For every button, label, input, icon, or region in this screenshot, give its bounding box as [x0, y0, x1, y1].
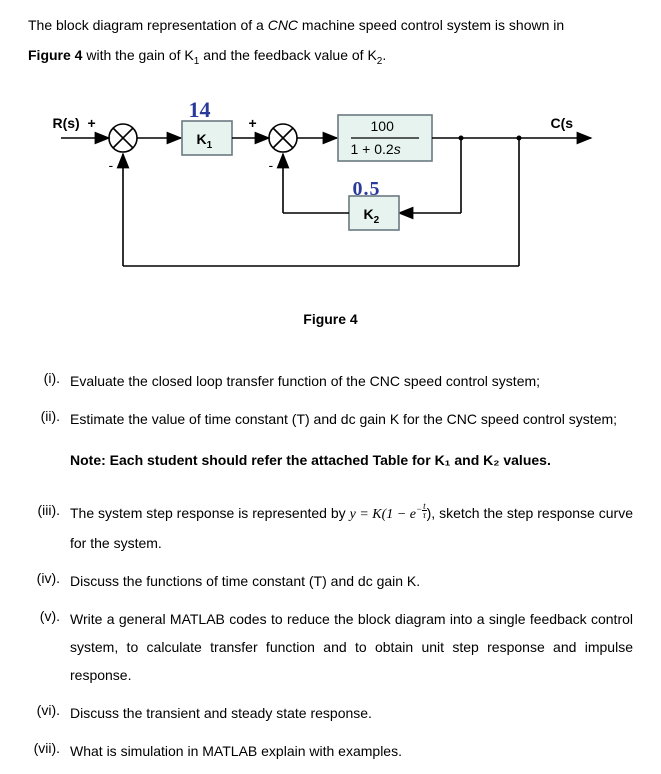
qtext: Discuss the transient and steady state r…	[70, 699, 633, 727]
qnum: (iv).	[28, 567, 70, 595]
output-label: C(s	[551, 112, 574, 134]
question-vi: (vi). Discuss the transient and steady s…	[28, 699, 633, 727]
qnum: (vi).	[28, 699, 70, 727]
outer-minus: -	[109, 154, 114, 176]
qtext: What is simulation in MATLAB explain wit…	[70, 737, 633, 765]
k2-handwritten: 0.5	[353, 173, 381, 205]
intro-end: .	[382, 47, 386, 63]
k1-handwritten: 14	[189, 92, 211, 127]
qtext: Evaluate the closed loop transfer functi…	[70, 367, 633, 395]
qnum: (ii).	[28, 405, 70, 433]
qtext: The system step response is represented …	[70, 499, 633, 557]
inner-plus: +	[249, 112, 257, 134]
qtext: Estimate the value of time constant (T) …	[70, 405, 633, 433]
question-ii: (ii). Estimate the value of time constan…	[28, 405, 633, 433]
question-vii: (vii). What is simulation in MATLAB expl…	[28, 737, 633, 765]
qnum: (i).	[28, 367, 70, 395]
plant-denominator: 1 + 0.2s	[351, 138, 401, 160]
intro-post: machine speed control system is shown in	[298, 17, 564, 33]
k2-box-label: K2	[364, 203, 380, 229]
question-iv: (iv). Discuss the functions of time cons…	[28, 567, 633, 595]
qnum: (vii).	[28, 737, 70, 765]
intro-line2: Figure 4 with the gain of K1 and the fee…	[28, 44, 633, 70]
intro-cnc: CNC	[268, 17, 298, 33]
note: Note: Each student should refer the atta…	[70, 449, 633, 471]
qnum: (v).	[28, 605, 70, 689]
intro-rest1: with the gain of K	[82, 47, 193, 63]
inner-minus: -	[269, 154, 274, 176]
qtext: Discuss the functions of time constant (…	[70, 567, 633, 595]
figure-caption: Figure 4	[28, 308, 633, 330]
intro-pre: The block diagram representation of a	[28, 17, 268, 33]
k1-box-label: K1	[197, 128, 213, 154]
input-label: R(s) +	[53, 112, 96, 134]
question-i: (i). Evaluate the closed loop transfer f…	[28, 367, 633, 395]
plant-numerator: 100	[371, 115, 394, 137]
intro-line1: The block diagram representation of a CN…	[28, 14, 633, 36]
question-v: (v). Write a general MATLAB codes to red…	[28, 605, 633, 689]
qnum: (iii).	[28, 499, 70, 557]
block-diagram: R(s) + - + - K1 14 100 1 + 0.2s K2 0.5 C…	[51, 98, 611, 288]
question-iii: (iii). The system step response is repre…	[28, 499, 633, 557]
intro-mid: and the feedback value of K	[199, 47, 376, 63]
question-list: (i). Evaluate the closed loop transfer f…	[28, 367, 633, 765]
figure-ref: Figure 4	[28, 47, 82, 63]
qtext: Write a general MATLAB codes to reduce t…	[70, 605, 633, 689]
